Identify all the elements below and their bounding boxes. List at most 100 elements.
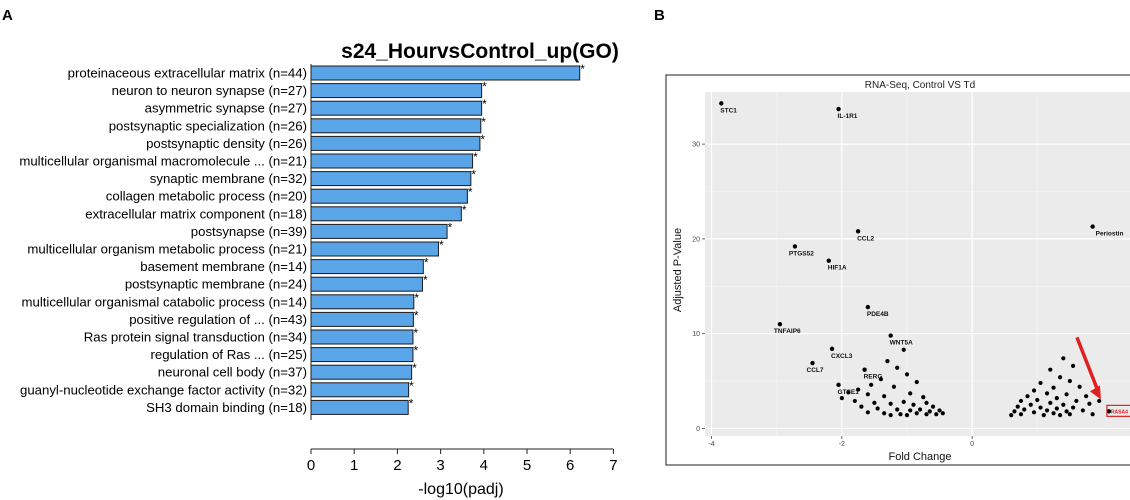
labeled-point (888, 333, 893, 338)
y-tick-label: 10 (692, 331, 700, 338)
data-point (908, 391, 913, 396)
y-tick-label: 30 (692, 142, 700, 149)
go-bar-chart: s24_HourvsControl_up(GO) proteinaceous e… (19, 40, 619, 498)
data-point (911, 402, 916, 407)
x-tick-label: -4 (708, 441, 714, 448)
labeled-point (862, 367, 867, 372)
data-point (1061, 402, 1066, 407)
data-point (878, 377, 884, 382)
volcano-plot: RNA-Seq, Control VS Td -4 -2 0 0 10 20 30 STC1… (665, 74, 1130, 466)
category-label: postsynaptic membrane (n=24) (125, 277, 307, 292)
data-point (856, 387, 861, 392)
category-label: synaptic membrane (n=32) (150, 171, 307, 186)
data-point (1035, 397, 1040, 403)
data-point (927, 409, 932, 414)
volcano-x-axis-label: Fold Change (889, 451, 952, 463)
data-point (1044, 408, 1050, 413)
labeled-point (855, 229, 861, 234)
bar (310, 65, 581, 81)
data-point (1061, 356, 1066, 361)
data-point (875, 406, 880, 411)
gene-label: Periostin (1096, 231, 1124, 238)
data-point (1087, 401, 1092, 406)
data-point (885, 359, 890, 364)
data-point (1031, 410, 1037, 415)
data-point (872, 400, 877, 405)
data-point (1038, 405, 1043, 410)
data-point (865, 392, 870, 397)
labeled-point (777, 321, 783, 327)
category-label: asymmetric synapse (n=27) (145, 101, 307, 116)
data-point (1067, 378, 1072, 384)
labeled-point (826, 258, 831, 263)
bar (310, 294, 415, 310)
data-point (1071, 405, 1076, 410)
highlight-box (1106, 404, 1130, 417)
gene-label: HIF1A (828, 265, 847, 272)
category-label: neuronal cell body (n=37) (158, 365, 307, 380)
category-label: positive regulation of ... (n=43) (129, 312, 307, 327)
data-point (1064, 409, 1069, 414)
data-point (924, 400, 929, 405)
significance-marker: * (471, 168, 476, 182)
data-point (1041, 413, 1046, 418)
data-point (901, 399, 906, 404)
bar (310, 188, 468, 204)
data-point (1022, 407, 1027, 412)
data-point (839, 395, 844, 401)
data-point (1064, 392, 1069, 397)
labeled-point (719, 101, 724, 106)
data-point (1038, 380, 1043, 386)
highlight-arrow (1075, 336, 1101, 400)
data-point (882, 411, 887, 416)
significance-marker: * (424, 256, 429, 270)
significance-marker: * (482, 97, 487, 111)
data-point (1084, 394, 1089, 399)
gene-label: RERG (864, 374, 883, 381)
significance-marker: * (580, 62, 585, 76)
data-point (1051, 385, 1056, 390)
bar (310, 399, 409, 415)
data-point (940, 411, 945, 416)
bar (310, 206, 462, 222)
data-point (1051, 411, 1056, 416)
gene-label: TNFAIP6 (774, 328, 801, 335)
data-point (1080, 408, 1085, 413)
significance-marker: * (468, 185, 473, 199)
data-point (917, 407, 923, 412)
x-tick-label: 4 (480, 457, 488, 474)
data-point (865, 410, 870, 415)
gene-label: PDE4B (867, 311, 889, 318)
data-point (895, 365, 900, 370)
arrow-shaft (1075, 336, 1101, 395)
data-point (1015, 404, 1020, 409)
bar (310, 118, 482, 134)
data-point (1074, 398, 1079, 404)
volcano-gridlines (705, 92, 1130, 436)
bar (310, 135, 481, 151)
data-point (1067, 412, 1072, 417)
data-point (1097, 398, 1102, 404)
x-tick-label: 3 (436, 457, 444, 474)
data-point (895, 407, 900, 412)
bar (310, 83, 483, 99)
category-label: multicellular organismal catabolic proce… (22, 294, 308, 309)
category-label: SH3 domain binding (n=18) (146, 400, 307, 415)
bar (310, 329, 414, 345)
labeled-point (1106, 409, 1112, 414)
significance-marker: * (473, 150, 478, 164)
significance-marker: * (409, 379, 414, 393)
gene-label: CCL7 (807, 367, 824, 374)
x-tick-label: 6 (566, 457, 574, 474)
significance-marker: * (414, 308, 419, 322)
significance-marker: * (462, 203, 467, 217)
gene-label: WNT5A (890, 340, 913, 347)
bar (310, 153, 474, 169)
bar-x-axis: 0 1 2 3 4 5 6 7 (307, 64, 618, 474)
category-label: proteinaceous extracellular matrix (n=44… (68, 66, 307, 81)
data-point (914, 411, 919, 416)
data-point (1054, 406, 1059, 411)
category-label: postsynaptic density (n=26) (146, 136, 307, 151)
data-point (1048, 367, 1053, 372)
significance-marker: * (439, 238, 444, 252)
